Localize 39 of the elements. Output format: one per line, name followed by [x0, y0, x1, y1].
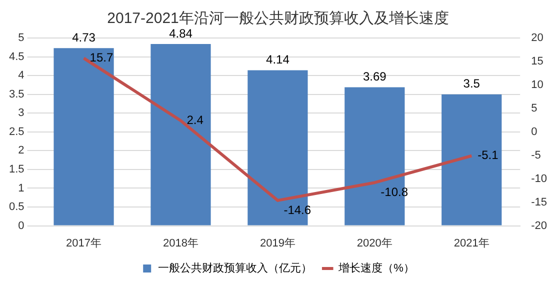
y2-tick-label: 10 [531, 78, 544, 91]
x-tick-label: 2019年 [260, 237, 296, 250]
x-tick-label: 2018年 [162, 237, 198, 250]
data-label: -5.1 [478, 148, 499, 162]
y2-tick-label: -20 [531, 220, 548, 232]
data-label: 4.14 [266, 52, 290, 67]
data-label: 4.84 [169, 26, 193, 40]
y-tick-label: 4 [18, 70, 24, 82]
bar [54, 48, 114, 226]
data-label: 3.5 [463, 76, 480, 91]
y-tick-label: 4.5 [8, 50, 24, 63]
bar [150, 44, 211, 226]
y2-tick-label: 20 [531, 32, 544, 44]
legend-label: 增长速度（%） [338, 262, 414, 275]
x-tick-label: 2020年 [356, 237, 392, 250]
y-tick-label: 2.5 [8, 126, 24, 138]
x-tick-label: 2021年 [454, 237, 490, 250]
chart-title: 2017-2021年沿河一般公共财政预算收入及增长速度 [107, 10, 449, 28]
y2-tick-label: -10 [531, 172, 548, 185]
y-tick-label: 0 [18, 220, 24, 232]
y-tick-label: 5 [18, 32, 24, 44]
y2-tick-label: -15 [531, 196, 548, 208]
data-label: 15.7 [90, 50, 114, 64]
data-label: 4.73 [72, 30, 96, 44]
y2-tick-label: -5 [531, 149, 541, 162]
y2-tick-label: 0 [531, 126, 538, 138]
y2-tick-label: 15 [531, 56, 544, 68]
y-tick-label: 0.5 [8, 201, 24, 214]
y-tick-label: 1.5 [8, 163, 24, 176]
y-tick-label: 2 [18, 144, 24, 157]
y2-tick-label: 5 [531, 102, 538, 114]
y-tick-label: 3.5 [8, 88, 24, 100]
data-label: 2.4 [186, 112, 204, 127]
x-tick-label: 2017年 [66, 237, 102, 250]
y-tick-label: 1 [18, 182, 24, 194]
data-label: 3.69 [362, 70, 387, 84]
y-tick-label: 3 [18, 107, 24, 120]
legend-label: 一般公共财政预算收入（亿元） [158, 262, 312, 275]
bar [442, 94, 502, 226]
